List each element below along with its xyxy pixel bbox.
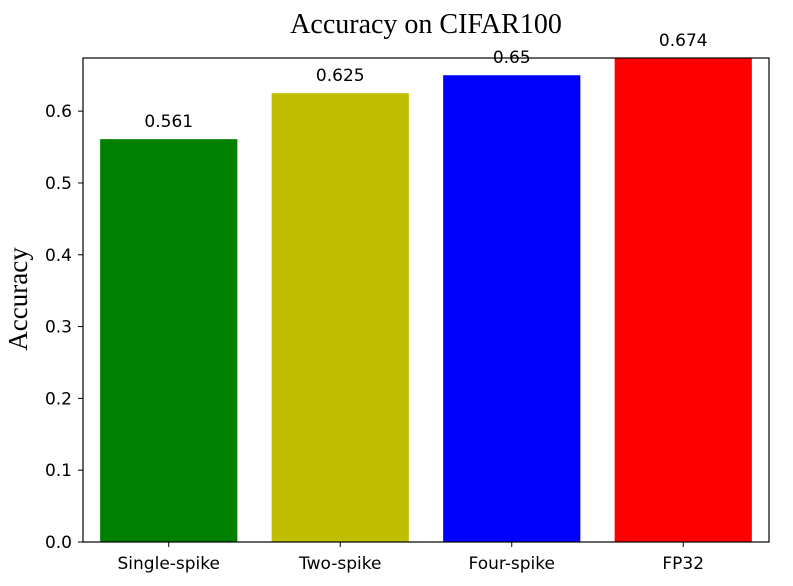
y-tick-label: 0.1 — [45, 461, 72, 481]
y-tick-label: 0.3 — [45, 318, 72, 338]
bar — [100, 139, 238, 543]
bars-layer — [100, 58, 752, 543]
x-tick-label: Two-spike — [298, 554, 381, 574]
bar — [271, 93, 409, 542]
y-axis-label: Accuracy — [3, 247, 33, 351]
y-tick-label: 0.5 — [45, 174, 72, 194]
y-tick-label: 0.0 — [45, 533, 72, 553]
chart-title: Accuracy on CIFAR100 — [290, 9, 562, 40]
x-tick-label: Single-spike — [118, 554, 220, 574]
x-tick-label: Four-spike — [469, 554, 555, 574]
bar — [443, 75, 581, 542]
y-tick-label: 0.2 — [45, 389, 72, 409]
data-label: 0.625 — [316, 66, 365, 86]
data-label: 0.561 — [144, 112, 193, 132]
y-axis-ticks: 0.0 0.1 0.2 0.3 0.4 0.5 0.6 — [45, 102, 83, 553]
x-tick-label: FP32 — [662, 554, 704, 574]
y-tick-label: 0.6 — [45, 102, 72, 122]
x-axis-ticks: Single-spike Two-spike Four-spike FP32 — [118, 542, 704, 574]
y-tick-label: 0.4 — [45, 246, 72, 266]
data-label: 0.674 — [659, 31, 708, 51]
bar — [614, 58, 752, 542]
plot-frame — [82, 57, 770, 543]
